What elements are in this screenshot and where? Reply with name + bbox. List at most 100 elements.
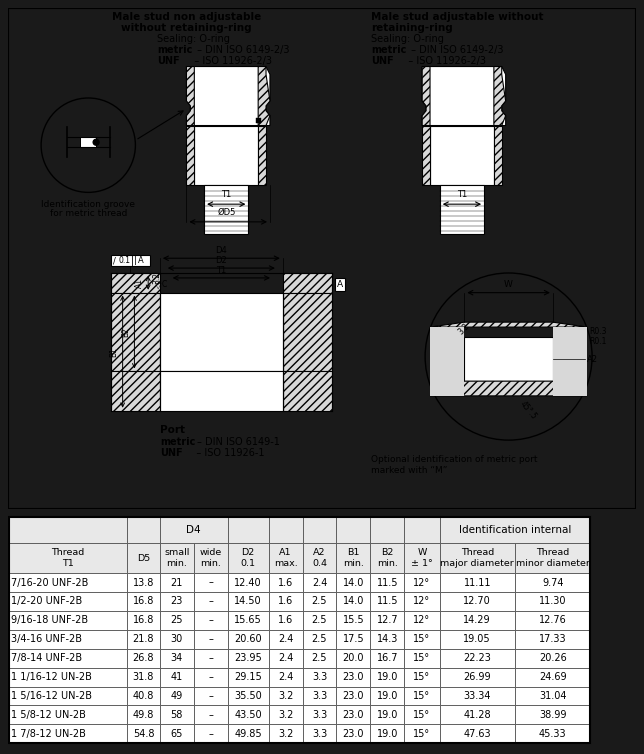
Text: 3.2: 3.2 bbox=[152, 272, 161, 284]
Text: 20.0: 20.0 bbox=[343, 653, 364, 664]
Text: A1
max.: A1 max. bbox=[274, 548, 298, 568]
Bar bbox=[127, 725, 160, 743]
Bar bbox=[370, 611, 404, 630]
Text: 31.8: 31.8 bbox=[133, 672, 154, 682]
Text: Identification internal: Identification internal bbox=[459, 525, 571, 535]
Text: W
± 1°: W ± 1° bbox=[411, 548, 433, 568]
Text: 49: 49 bbox=[171, 691, 183, 701]
Bar bbox=[404, 516, 440, 543]
Text: wide
min.: wide min. bbox=[200, 548, 222, 568]
Text: 13.8: 13.8 bbox=[133, 578, 154, 587]
Text: 7/16-20 UNF-2B: 7/16-20 UNF-2B bbox=[12, 578, 89, 587]
Text: 2.4: 2.4 bbox=[278, 672, 293, 682]
Text: Thread
major diameter: Thread major diameter bbox=[440, 548, 514, 568]
Text: 1.6: 1.6 bbox=[278, 596, 293, 606]
Text: Thread
minor diameter: Thread minor diameter bbox=[516, 548, 590, 568]
Bar bbox=[9, 592, 127, 611]
Text: 31.04: 31.04 bbox=[539, 691, 567, 701]
Bar bbox=[160, 706, 194, 725]
Bar bbox=[336, 630, 370, 648]
Bar bbox=[370, 648, 404, 667]
Text: 15.5: 15.5 bbox=[343, 615, 365, 625]
Bar bbox=[404, 543, 440, 573]
Text: metric: metric bbox=[157, 45, 193, 55]
Bar bbox=[111, 273, 160, 293]
Bar bbox=[303, 706, 336, 725]
Bar bbox=[258, 125, 266, 185]
Text: 3.3: 3.3 bbox=[312, 710, 327, 720]
Bar bbox=[9, 687, 127, 706]
Bar bbox=[440, 185, 484, 234]
Text: –: – bbox=[208, 615, 213, 625]
Text: for metric thread: for metric thread bbox=[50, 209, 127, 218]
Text: /: / bbox=[113, 256, 116, 265]
Text: 19.0: 19.0 bbox=[377, 710, 398, 720]
Bar bbox=[269, 648, 303, 667]
Bar bbox=[160, 543, 194, 573]
Bar bbox=[194, 611, 228, 630]
Bar bbox=[127, 611, 160, 630]
Bar bbox=[269, 573, 303, 592]
Text: 26.99: 26.99 bbox=[464, 672, 491, 682]
Bar bbox=[228, 706, 269, 725]
Bar bbox=[111, 371, 160, 411]
Text: 43.50: 43.50 bbox=[234, 710, 262, 720]
Text: 12°: 12° bbox=[413, 596, 430, 606]
Text: –: – bbox=[208, 634, 213, 644]
Bar bbox=[160, 293, 283, 371]
Bar bbox=[127, 648, 160, 667]
Text: 11.11: 11.11 bbox=[464, 578, 491, 587]
Text: A1: A1 bbox=[135, 277, 144, 288]
Text: – ISO 11926-1: – ISO 11926-1 bbox=[187, 448, 265, 458]
Bar bbox=[464, 337, 553, 381]
Polygon shape bbox=[258, 66, 270, 125]
Bar bbox=[9, 648, 127, 667]
Text: 23.0: 23.0 bbox=[343, 672, 364, 682]
Text: 23.0: 23.0 bbox=[343, 729, 364, 739]
Text: 11.30: 11.30 bbox=[539, 596, 567, 606]
Bar bbox=[228, 573, 269, 592]
Bar bbox=[404, 630, 440, 648]
Bar bbox=[127, 687, 160, 706]
Text: UNF: UNF bbox=[371, 56, 393, 66]
Text: 1 5/8-12 UN-2B: 1 5/8-12 UN-2B bbox=[12, 710, 86, 720]
Bar bbox=[404, 687, 440, 706]
Text: R0.1: R0.1 bbox=[589, 337, 607, 346]
Text: 2.5: 2.5 bbox=[312, 634, 327, 644]
Text: 2.4: 2.4 bbox=[278, 653, 293, 664]
Text: Port: Port bbox=[160, 425, 185, 435]
Text: Sealing: O-ring: Sealing: O-ring bbox=[371, 34, 444, 44]
Bar bbox=[160, 630, 194, 648]
Bar bbox=[430, 125, 494, 185]
Text: 19.0: 19.0 bbox=[377, 672, 398, 682]
Bar bbox=[269, 706, 303, 725]
Bar bbox=[9, 573, 127, 592]
Text: metric: metric bbox=[371, 45, 406, 55]
Bar bbox=[440, 516, 591, 543]
Text: ØD5: ØD5 bbox=[217, 208, 236, 217]
Bar bbox=[494, 125, 502, 185]
Bar bbox=[440, 725, 515, 743]
Bar bbox=[440, 667, 515, 687]
Text: 2.4: 2.4 bbox=[312, 578, 327, 587]
Text: UNF: UNF bbox=[160, 448, 183, 458]
Bar bbox=[9, 543, 127, 573]
Text: 12.40: 12.40 bbox=[234, 578, 262, 587]
Bar bbox=[269, 592, 303, 611]
Polygon shape bbox=[430, 381, 587, 396]
Text: 54.8: 54.8 bbox=[133, 729, 155, 739]
Text: 17.33: 17.33 bbox=[539, 634, 567, 644]
Text: 11.5: 11.5 bbox=[377, 596, 398, 606]
Bar bbox=[187, 125, 194, 185]
Bar bbox=[515, 592, 591, 611]
Text: 3.3: 3.3 bbox=[312, 672, 327, 682]
Text: retaining-ring: retaining-ring bbox=[371, 23, 453, 33]
Bar bbox=[370, 706, 404, 725]
Bar bbox=[127, 516, 160, 543]
Bar bbox=[9, 725, 127, 743]
Bar bbox=[160, 648, 194, 667]
Bar bbox=[303, 687, 336, 706]
Polygon shape bbox=[494, 66, 506, 125]
Text: – ISO 11926-2/3: – ISO 11926-2/3 bbox=[399, 56, 486, 66]
Text: 22.23: 22.23 bbox=[463, 653, 491, 664]
